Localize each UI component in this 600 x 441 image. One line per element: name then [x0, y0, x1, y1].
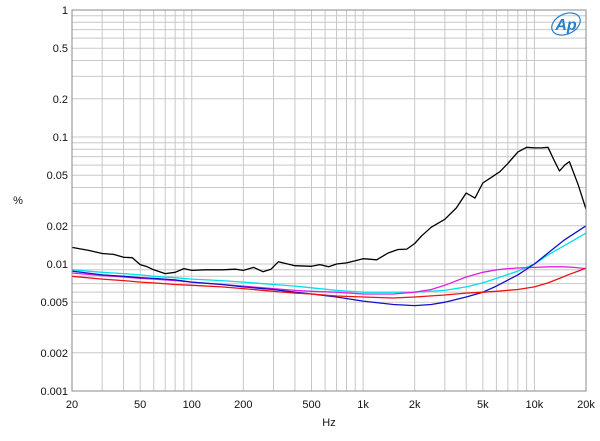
y-tick-label: 0.002	[40, 348, 68, 360]
ap-logo-icon: Ap	[551, 12, 581, 36]
series-line-4	[71, 225, 587, 307]
x-tick-label: 2k	[409, 399, 421, 411]
series-line-1	[71, 146, 587, 275]
x-tick-label: 100	[183, 399, 201, 411]
x-tick-label: 1k	[357, 399, 369, 411]
x-tick-label: 5k	[477, 399, 489, 411]
series-line-2	[71, 232, 587, 293]
series-line-5	[71, 267, 587, 299]
y-tick-label: 0.02	[47, 221, 68, 233]
grid	[72, 10, 586, 391]
x-tick-labels: 20 50 100 200 500 1k 2k 5k 10k 20k	[66, 399, 595, 411]
y-tick-label: 0.005	[40, 297, 68, 309]
x-tick-label: 50	[134, 399, 146, 411]
y-tick-label: 0.001	[40, 386, 68, 398]
y-tick-label: 0.1	[53, 132, 68, 144]
y-tick-label: 0.5	[53, 43, 68, 55]
x-axis-label: Hz	[322, 417, 335, 429]
x-tick-label: 200	[234, 399, 252, 411]
y-tick-label: 1	[62, 5, 68, 17]
y-tick-label: 0.05	[47, 170, 68, 182]
x-tick-label: 500	[302, 399, 320, 411]
y-tick-labels: 1 0.5 0.2 0.1 0.05 0.02 0.01 0.005 0.002 0.001	[40, 5, 68, 398]
y-tick-label: 0.2	[53, 94, 68, 106]
x-tick-label: 20k	[577, 399, 595, 411]
y-tick-label: 0.01	[47, 259, 68, 271]
x-tick-label: 10k	[526, 399, 544, 411]
series-group	[71, 146, 587, 307]
y-axis-label: %	[13, 195, 23, 207]
series-line-3	[71, 266, 587, 295]
plot-background	[72, 10, 586, 391]
logo-text: Ap	[554, 17, 577, 34]
x-tick-label: 20	[66, 399, 78, 411]
plot-frame	[71, 9, 587, 392]
